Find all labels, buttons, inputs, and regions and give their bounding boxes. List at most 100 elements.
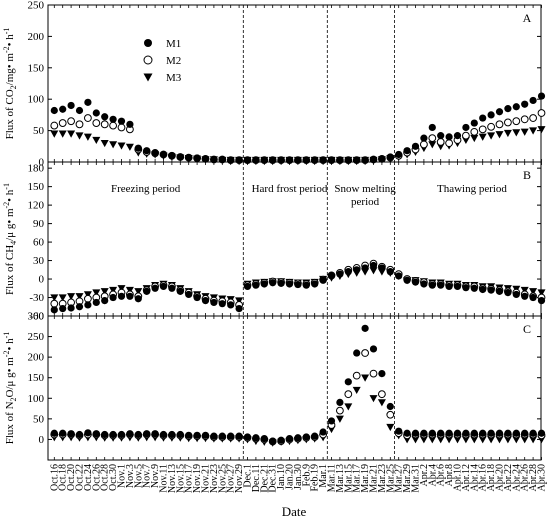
point-m3 (520, 436, 529, 444)
point-m3 (428, 436, 437, 444)
point-m1 (151, 148, 159, 157)
point-m1 (285, 280, 294, 288)
point-m3 (125, 143, 134, 151)
x-tick-label: Nov.29 (234, 464, 245, 493)
point-m1 (134, 295, 142, 303)
point-m1 (143, 430, 151, 438)
point-m3 (369, 395, 378, 403)
x-tick-label: Mar.23 (377, 464, 388, 493)
point-m1 (176, 287, 184, 295)
point-m2 (100, 120, 109, 129)
x-tick-label: Apr.20 (495, 464, 506, 492)
y-tick-label: 150 (28, 181, 45, 193)
period-label: Freezing period (111, 183, 181, 195)
point-m1 (361, 264, 369, 272)
point-m3 (478, 133, 487, 141)
y-tick-label: 90 (33, 218, 45, 230)
x-tick-label: Mar.27 (394, 464, 405, 493)
point-m1 (126, 120, 134, 128)
point-m1 (336, 270, 344, 278)
y-axis-label-part: 2 (9, 85, 18, 89)
point-m3 (512, 129, 521, 137)
y-tick-label: 180 (28, 163, 45, 175)
point-m2 (84, 294, 92, 303)
point-m3 (419, 436, 428, 444)
point-m1 (529, 293, 537, 302)
point-m3 (134, 288, 143, 296)
point-m1 (327, 417, 336, 425)
point-m3 (58, 130, 67, 138)
point-m1 (336, 398, 344, 406)
point-m1 (109, 115, 117, 123)
point-m3 (235, 297, 244, 305)
point-m3 (100, 288, 109, 296)
point-m2 (470, 127, 479, 136)
x-tick-label: Feb.9 (301, 464, 312, 487)
point-m1 (378, 264, 386, 272)
y-tick-label: 200 (28, 31, 45, 43)
point-m1 (428, 281, 436, 289)
point-m1 (369, 261, 378, 270)
y-tick-label: 30 (33, 255, 45, 267)
point-m1 (277, 436, 285, 444)
point-m3 (369, 267, 378, 275)
x-tick-label: Nov.19 (192, 464, 203, 493)
point-m1 (159, 282, 168, 291)
point-m1 (512, 290, 520, 299)
x-tick-label: Mar.29 (402, 464, 413, 493)
point-m1 (75, 430, 84, 439)
x-tick-label: Nov.11 (159, 464, 170, 493)
point-m3 (83, 133, 92, 141)
point-m1 (470, 429, 478, 437)
point-m2 (67, 117, 75, 126)
x-tick-label: Oct.18 (58, 464, 69, 491)
x-tick-label: Dec.21 (259, 464, 270, 493)
point-m3 (520, 286, 529, 295)
x-tick-label: Oct.16 (49, 464, 60, 491)
point-m1 (437, 429, 445, 437)
point-m2 (352, 371, 361, 380)
x-tick-label: Oct.22 (75, 464, 86, 491)
x-tick-label: Mar.25 (385, 464, 396, 493)
point-m3 (100, 139, 109, 148)
point-m1 (378, 370, 386, 378)
legend-label: M3 (166, 72, 182, 84)
x-tick-label: Oct.20 (66, 464, 77, 491)
point-m1 (504, 429, 512, 437)
point-m1 (521, 100, 529, 108)
point-m1 (59, 305, 67, 313)
point-m3 (487, 132, 496, 140)
point-m1 (529, 96, 537, 105)
point-m3 (335, 415, 344, 423)
y-axis-label-part: O/μ g• m (4, 357, 16, 398)
point-m1 (437, 281, 445, 289)
point-m3 (75, 293, 84, 301)
point-m1 (201, 431, 210, 439)
point-m1 (386, 402, 394, 411)
point-m2 (420, 140, 428, 149)
point-m1 (512, 103, 520, 111)
point-m3 (529, 288, 538, 296)
point-m1 (227, 301, 235, 309)
x-tick-label: Mar.19 (360, 464, 371, 493)
point-m3 (67, 293, 76, 301)
x-axis-label: Date (282, 504, 307, 519)
point-m3 (58, 294, 67, 302)
y-axis-label-part: 2 (9, 397, 18, 401)
point-m1 (277, 279, 285, 287)
y-tick-label: 250 (28, 0, 45, 12)
point-m3 (453, 436, 462, 444)
y-axis-label-part: Flux of N (4, 401, 16, 444)
point-m3 (487, 436, 496, 444)
point-m1 (411, 429, 420, 437)
point-m1 (269, 437, 277, 445)
point-m1 (470, 284, 478, 292)
point-m2 (50, 121, 59, 130)
point-m1 (260, 280, 268, 288)
x-tick-label: Nov.25 (217, 464, 228, 493)
y-tick-label: 0 (39, 157, 45, 169)
point-m3 (377, 399, 386, 407)
y-tick-label: 0 (39, 434, 45, 446)
point-m1 (117, 117, 126, 125)
point-m3 (512, 436, 521, 444)
